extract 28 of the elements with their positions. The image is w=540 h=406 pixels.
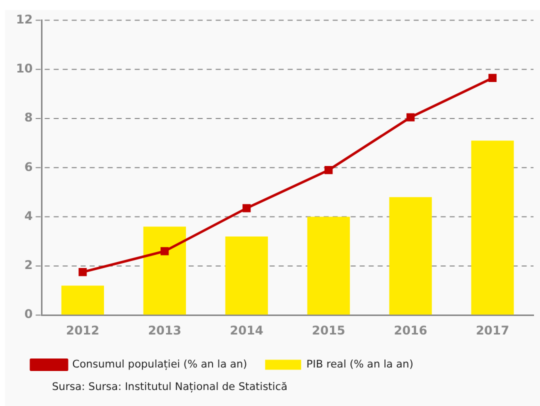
bar [307, 216, 350, 315]
x-tick-label: 2017 [476, 323, 510, 338]
x-tick-label: 2013 [148, 323, 182, 338]
x-tick-label: 2012 [66, 323, 100, 338]
point [242, 204, 251, 212]
point [160, 247, 169, 256]
x-tick-label: 2014 [230, 323, 264, 338]
point [488, 74, 497, 82]
bar [61, 286, 104, 315]
y-tick-label: 2 [24, 258, 33, 272]
x-tick-label: 2015 [312, 323, 346, 338]
y-tick-label: 10 [16, 61, 33, 76]
y-tick-label: 8 [24, 110, 33, 125]
bar [389, 197, 432, 315]
y-tick-label: 0 [24, 307, 33, 322]
point [406, 113, 415, 122]
point [324, 166, 333, 174]
y-tick-label: 6 [24, 160, 33, 174]
bar [143, 226, 186, 315]
y-tick-label: 4 [24, 208, 33, 223]
text: Sursa: Sursa: Institutul Național de Statistică [52, 381, 288, 393]
bar [471, 140, 514, 315]
x-tick-label: 2016 [394, 323, 428, 338]
bar [225, 236, 268, 315]
legend-label: Consumul populației (% an la an) [72, 358, 248, 370]
legend-label: PIB real (% an la an) [306, 358, 414, 370]
point [78, 268, 87, 276]
y-tick-label: 12 [16, 12, 33, 26]
